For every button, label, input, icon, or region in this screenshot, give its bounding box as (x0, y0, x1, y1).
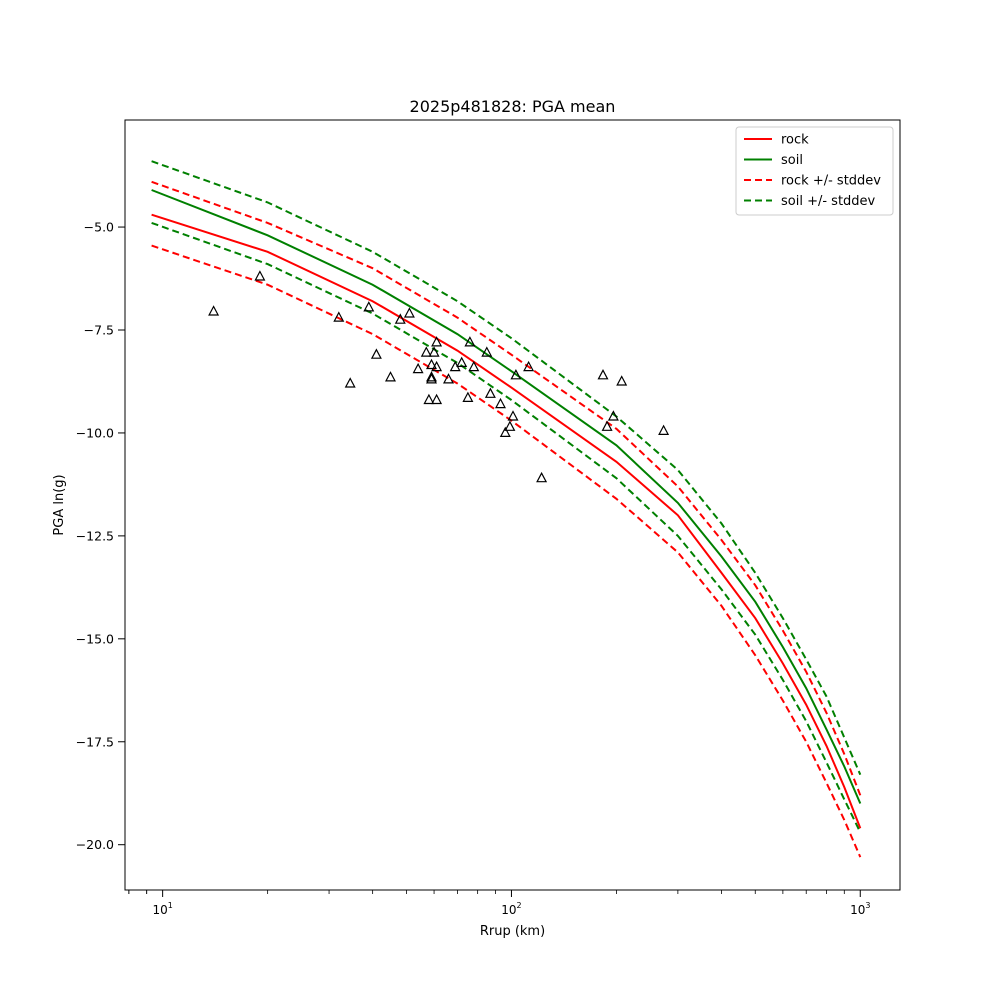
observation-point (431, 393, 443, 405)
observation-point (428, 346, 440, 357)
y-axis: −5.0 −7.5 −10.0 −12.5 −15.0 −17.5 −20.0 (76, 220, 125, 852)
observation-point (363, 301, 375, 312)
observation-point (426, 358, 437, 370)
series-line-1 (151, 189, 862, 804)
observation-point (443, 373, 454, 384)
observation-point (607, 410, 619, 421)
observation-point (431, 336, 443, 347)
y-tick-label: −7.5 (84, 323, 114, 338)
x-axis-label: Rrup (km) (480, 924, 545, 939)
observation-point (507, 410, 519, 421)
observation-point (254, 270, 266, 281)
observation-point (394, 313, 406, 324)
observation-point (468, 360, 480, 372)
observation-point (426, 373, 437, 384)
x-tick-label: 102 (501, 901, 521, 917)
observation-point (481, 346, 493, 357)
observation-point (385, 371, 396, 382)
legend: rock soil rock +/- stddev soil +/- stddev (735, 126, 894, 216)
observation-point (658, 424, 670, 435)
y-tick-label: −20.0 (76, 837, 114, 852)
y-axis-label: PGA ln(g) (52, 474, 67, 535)
observation-point (495, 397, 506, 409)
y-tick-label: −15.0 (76, 631, 114, 646)
observation-point (208, 305, 220, 316)
y-tick-label: −17.5 (76, 734, 114, 749)
observation-point (333, 311, 345, 322)
observation-point (344, 377, 356, 388)
y-tick-label: −12.5 (76, 528, 114, 543)
observation-point (484, 387, 496, 398)
observation-point (499, 426, 511, 437)
observation-point (464, 336, 476, 347)
observation-point (423, 393, 435, 405)
x-axis: 101 102 103 (128, 890, 870, 917)
observation-point (601, 420, 613, 431)
observation-point (616, 375, 628, 386)
series-line-5 (151, 221, 862, 833)
series-line-4 (151, 160, 862, 776)
observation-point (431, 360, 443, 372)
observation-point (462, 391, 474, 402)
x-tick-label: 101 (152, 901, 172, 917)
observation-point (370, 348, 382, 359)
legend-label: soil (781, 153, 803, 168)
observation-point (412, 362, 424, 374)
observation-point (456, 356, 468, 367)
observation-point (523, 360, 535, 372)
y-tick-label: −10.0 (76, 425, 114, 440)
chart-title: 2025p481828: PGA mean (410, 97, 616, 116)
observation-point (597, 369, 609, 380)
observation-point (403, 307, 415, 318)
legend-label: rock +/- stddev (781, 174, 881, 189)
observation-point (420, 346, 432, 357)
observation-point (504, 420, 516, 431)
observation-point (426, 371, 437, 382)
observation-point (510, 369, 522, 380)
legend-frame (735, 126, 894, 216)
plot-area-frame (124, 119, 901, 891)
legend-label: soil +/- stddev (781, 194, 876, 209)
series-line-2 (151, 180, 862, 796)
series-line-3 (151, 244, 862, 858)
legend-label: rock (781, 133, 809, 148)
y-tick-label: −5.0 (84, 220, 114, 235)
observation-point (536, 471, 548, 483)
series-line-0 (151, 213, 862, 829)
x-tick-label: 103 (850, 901, 870, 917)
